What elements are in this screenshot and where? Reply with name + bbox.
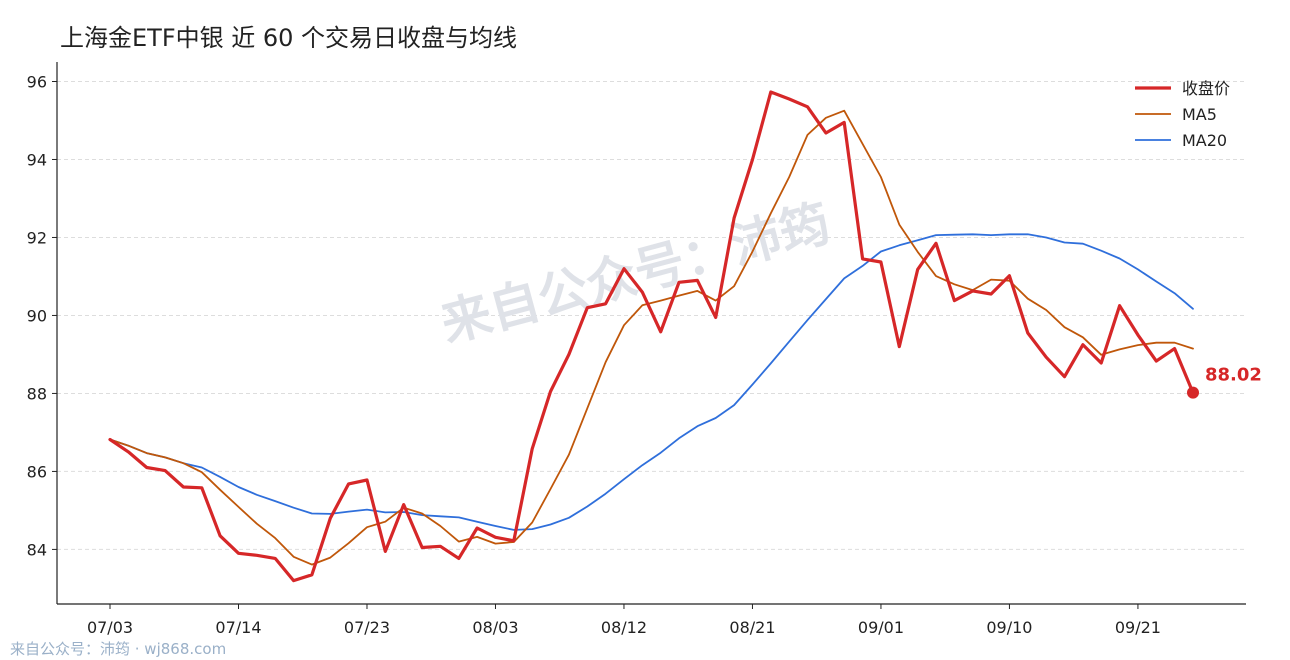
legend-label-ma5: MA5 — [1182, 105, 1217, 124]
legend-label-ma20: MA20 — [1182, 131, 1227, 150]
watermark-text: 来自公众号：沛筠 — [435, 194, 836, 354]
x-tick-label: 09/10 — [986, 618, 1032, 637]
chart-title: 上海金ETF中银 近 60 个交易日收盘与均线 — [60, 24, 518, 52]
x-tick-label: 07/14 — [215, 618, 261, 637]
series-line-ma20 — [109, 233, 1194, 531]
y-tick-label: 92 — [27, 228, 47, 247]
y-tick-label: 96 — [27, 72, 47, 91]
last-close-marker — [1187, 386, 1199, 399]
x-tick-label: 07/23 — [344, 618, 390, 637]
annotations: 88.02 — [1187, 365, 1262, 399]
y-tick-label: 88 — [27, 384, 47, 403]
legend: 收盘价 MA5 MA20 — [1135, 79, 1230, 150]
y-tick-label: 86 — [27, 462, 47, 481]
x-tick-label: 08/03 — [472, 618, 518, 637]
x-tick-label: 08/21 — [729, 618, 775, 637]
series-line-close — [108, 90, 1195, 583]
axes: 84 86 88 90 92 94 96 07/03 07/14 07/23 08/03 08/12 0… — [27, 62, 1246, 637]
y-tick-label: 94 — [27, 150, 47, 169]
x-tick-label: 09/21 — [1115, 618, 1161, 637]
x-tick-label: 07/03 — [87, 618, 133, 637]
series-lines — [108, 90, 1195, 583]
footer-credit: 来自公众号：沛筠 · wj868.com — [10, 640, 227, 658]
y-tick-label: 90 — [27, 306, 47, 325]
last-close-label: 88.02 — [1205, 365, 1262, 386]
legend-label-close: 收盘价 — [1182, 79, 1230, 98]
x-tick-label: 08/12 — [601, 618, 647, 637]
y-tick-label: 84 — [27, 540, 47, 559]
x-tick-label: 09/01 — [858, 618, 904, 637]
